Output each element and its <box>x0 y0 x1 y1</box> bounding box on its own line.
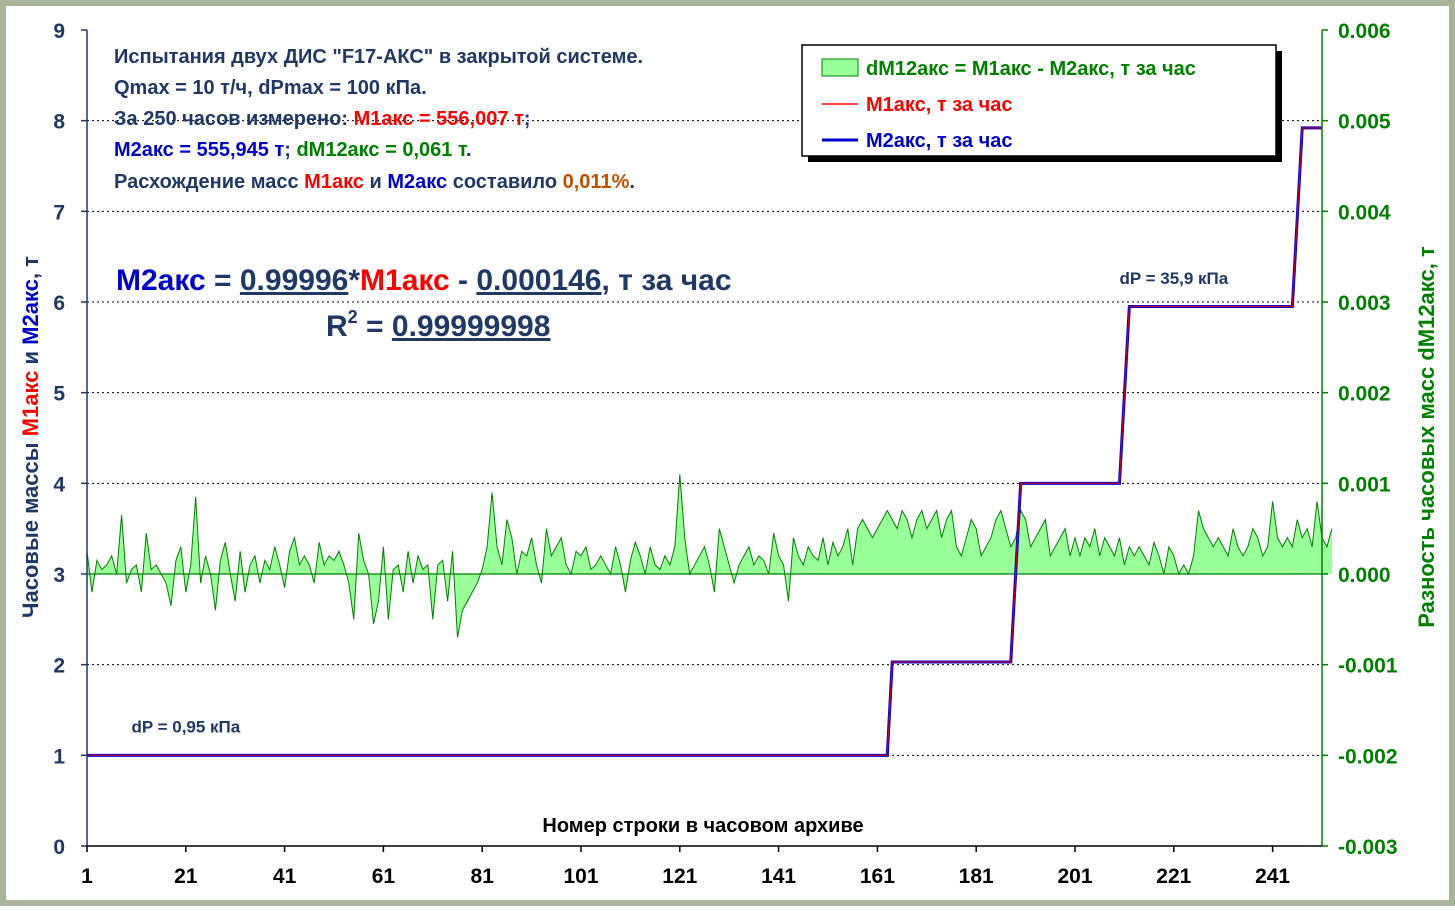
y-left-tick-label: 3 <box>53 564 65 587</box>
x-tick-label: 21 <box>174 865 198 888</box>
x-tick-label: 121 <box>662 865 697 888</box>
y-left-tick-label: 1 <box>53 745 65 768</box>
y-right-tick-label: 0.006 <box>1338 20 1391 43</box>
plot-area <box>87 30 1322 846</box>
x-tick-label: 1 <box>81 865 93 888</box>
equation-block: М2акс = 0.99996*М1акс - 0.000146, т за ч… <box>116 264 732 343</box>
legend-swatch-diff <box>821 58 859 77</box>
x-tick-label: 41 <box>273 865 297 888</box>
x-tick-label: 61 <box>372 865 396 888</box>
x-tick-label: 161 <box>860 865 895 888</box>
legend-label-diff: dM12акс = М1акс - М2акс, т за час <box>866 58 1196 80</box>
diff-area-fill <box>87 474 1332 638</box>
y-right-tick-label: 0.002 <box>1338 383 1391 406</box>
info-block: Испытания двух ДИС "F17-АКС" в закрытой … <box>114 46 643 193</box>
x-tick-label: 221 <box>1156 865 1191 888</box>
legend: dM12акс = М1акс - М2акс, т за час М1акс,… <box>801 44 1282 162</box>
info-line-3: За 250 часов измерено: М1акс = 556,007 т… <box>114 108 530 130</box>
x-tick-label: 101 <box>563 865 598 888</box>
y-left-tick-label: 9 <box>53 20 65 43</box>
y-axis-right-title: Разность часовых масс dM12акс, т <box>1414 246 1439 628</box>
x-tick-label: 81 <box>471 865 495 888</box>
x-tick-label: 241 <box>1255 865 1290 888</box>
y-right-tick-label: 0.004 <box>1338 201 1391 224</box>
series-m1-line <box>87 127 1322 756</box>
y-right-tick-label: 0.000 <box>1338 564 1391 587</box>
tick-label-layer: 0123456789-0.003-0.002-0.0010.0000.0010.… <box>53 20 1398 888</box>
axis-layer <box>81 29 1328 852</box>
line-layer <box>87 126 1322 757</box>
legend-label-m2: М2акс, т за час <box>866 130 1012 152</box>
info-line-5: Расхождение масс М1акс и М2акс составило… <box>114 171 635 193</box>
y-left-tick-label: 2 <box>53 655 65 678</box>
y-left-tick-label: 0 <box>53 836 65 859</box>
info-line-4: М2акс = 555,945 т; dM12акс = 0,061 т. <box>114 139 472 161</box>
info-line-2: Qmax = 10 т/ч, dPmax = 100 кПа. <box>114 77 427 99</box>
y-left-tick-label: 4 <box>53 473 65 496</box>
annotation-dp-low: dP = 0,95 кПа <box>131 718 240 737</box>
y-left-tick-label: 7 <box>53 201 65 224</box>
annotation-dp-high: dP = 35,9 кПа <box>1119 269 1228 288</box>
diff-area-line <box>86 474 1333 638</box>
x-tick-label: 141 <box>761 865 796 888</box>
y-right-tick-label: 0.005 <box>1338 111 1391 134</box>
y-axis-left-title: Часовые массы М1акс и М2акс, т <box>18 256 43 618</box>
r-squared-line: R2 = 0.99999998 <box>326 307 550 343</box>
y-right-tick-label: -0.001 <box>1338 655 1398 678</box>
legend-label-m1: М1акс, т за час <box>866 94 1012 116</box>
x-axis-title: Номер строки в часовом архиве <box>542 815 863 837</box>
x-tick-label: 201 <box>1057 865 1092 888</box>
y-left-tick-label: 5 <box>53 383 65 406</box>
equation-line: М2акс = 0.99996*М1акс - 0.000146, т за ч… <box>116 264 732 297</box>
grid-layer <box>87 30 1322 846</box>
y-right-tick-label: -0.003 <box>1338 836 1398 859</box>
y-right-tick-label: -0.002 <box>1338 745 1398 768</box>
legend-box <box>801 44 1277 157</box>
y-right-tick-label: 0.001 <box>1338 473 1391 496</box>
area-layer <box>86 474 1333 638</box>
info-line-1: Испытания двух ДИС "F17-АКС" в закрытой … <box>114 46 643 68</box>
x-tick-label: 181 <box>959 865 994 888</box>
y-left-tick-label: 8 <box>53 111 65 134</box>
y-right-tick-label: 0.003 <box>1338 292 1391 315</box>
y-left-tick-label: 6 <box>53 292 65 315</box>
